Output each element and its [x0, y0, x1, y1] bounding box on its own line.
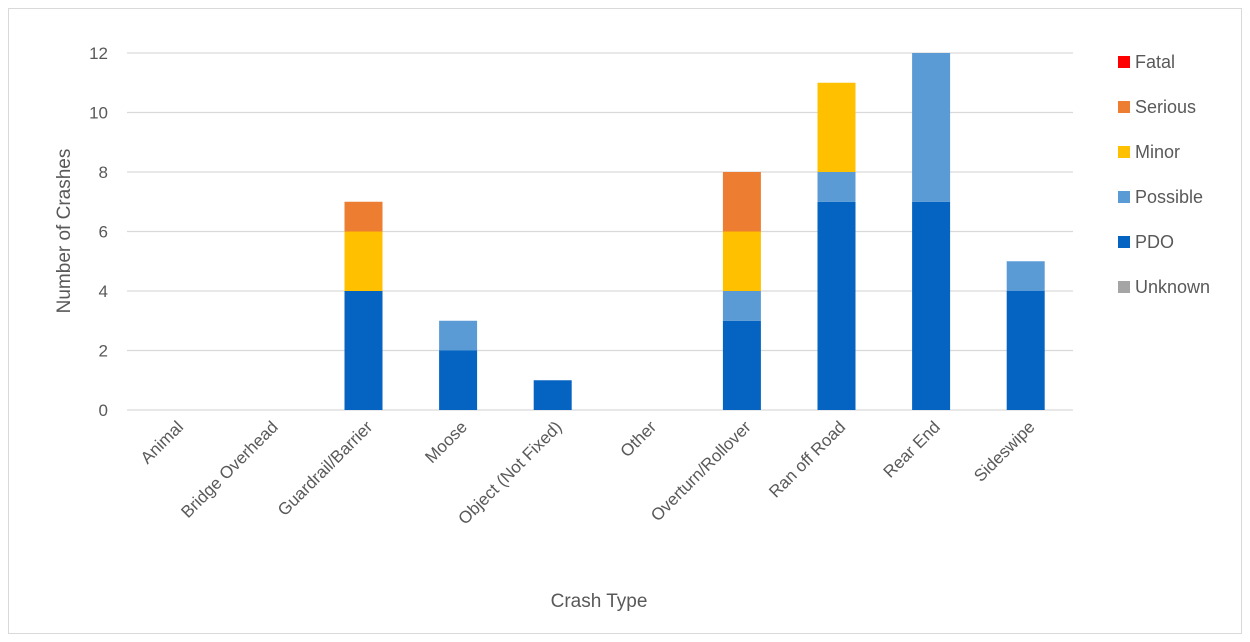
bar-guardrail-barrier-serious [344, 201, 383, 232]
y-tick-label: 0 [99, 401, 108, 420]
legend-swatch-unknown [1118, 281, 1130, 293]
bar-overturn-rollover-minor [722, 231, 761, 291]
legend-swatch-fatal [1118, 56, 1130, 68]
bar-sideswipe-possible [1006, 261, 1045, 291]
y-axis-title: Number of Crashes [54, 149, 75, 314]
x-tick-label: Rear End [880, 417, 944, 481]
bar-guardrail-barrier-minor [344, 231, 383, 291]
legend: Fatal Serious Minor Possible PDO Unknown [1118, 52, 1210, 297]
y-tick-label: 8 [99, 163, 108, 182]
bar-ran-off-road-pdo [817, 201, 856, 410]
legend-label-serious: Serious [1135, 97, 1196, 117]
x-tick-label: Other [617, 417, 661, 461]
bar-ran-off-road-minor [817, 82, 856, 172]
legend-label-unknown: Unknown [1135, 277, 1210, 297]
bar-sideswipe-pdo [1006, 291, 1045, 410]
bar-overturn-rollover-serious [722, 172, 761, 232]
legend-label-minor: Minor [1135, 142, 1180, 162]
legend-swatch-minor [1118, 146, 1130, 158]
legend-swatch-serious [1118, 101, 1130, 113]
bar-overturn-rollover-pdo [722, 320, 761, 410]
y-tick-label: 2 [99, 342, 108, 361]
bar-moose-possible [439, 320, 478, 351]
y-tick-label: 10 [89, 104, 108, 123]
bar-overturn-rollover-possible [722, 291, 761, 321]
y-tick-label: 12 [89, 44, 108, 63]
x-tick-label: Animal [137, 417, 187, 467]
x-axis-title: Crash Type [551, 591, 648, 612]
legend-label-fatal: Fatal [1135, 52, 1175, 72]
y-tick-label: 4 [99, 282, 108, 301]
bar-moose-pdo [439, 350, 478, 410]
legend-swatch-possible [1118, 191, 1130, 203]
x-tick-label: Moose [421, 417, 471, 467]
legend-label-pdo: PDO [1135, 232, 1174, 252]
x-tick-label: Overturn/Rollover [647, 417, 755, 525]
x-tick-label: Bridge Overhead [177, 417, 281, 521]
legend-label-possible: Possible [1135, 187, 1203, 207]
x-tick-label: Guardrail/Barrier [274, 417, 377, 520]
y-axis-ticks: 0 2 4 6 8 10 12 [89, 44, 108, 420]
x-tick-label: Object (Not Fixed) [455, 417, 566, 528]
x-tick-label: Ran off Road [765, 417, 849, 501]
bar-object-not-fixed-pdo [533, 380, 572, 410]
bar-ran-off-road-possible [817, 172, 856, 202]
bar-rear-end-pdo [912, 201, 951, 410]
bar-guardrail-barrier-pdo [344, 291, 383, 410]
bars [344, 53, 1045, 410]
y-tick-label: 6 [99, 223, 108, 242]
bar-rear-end-possible [912, 53, 951, 202]
legend-swatch-pdo [1118, 236, 1130, 248]
x-tick-label: Sideswipe [970, 417, 1038, 485]
